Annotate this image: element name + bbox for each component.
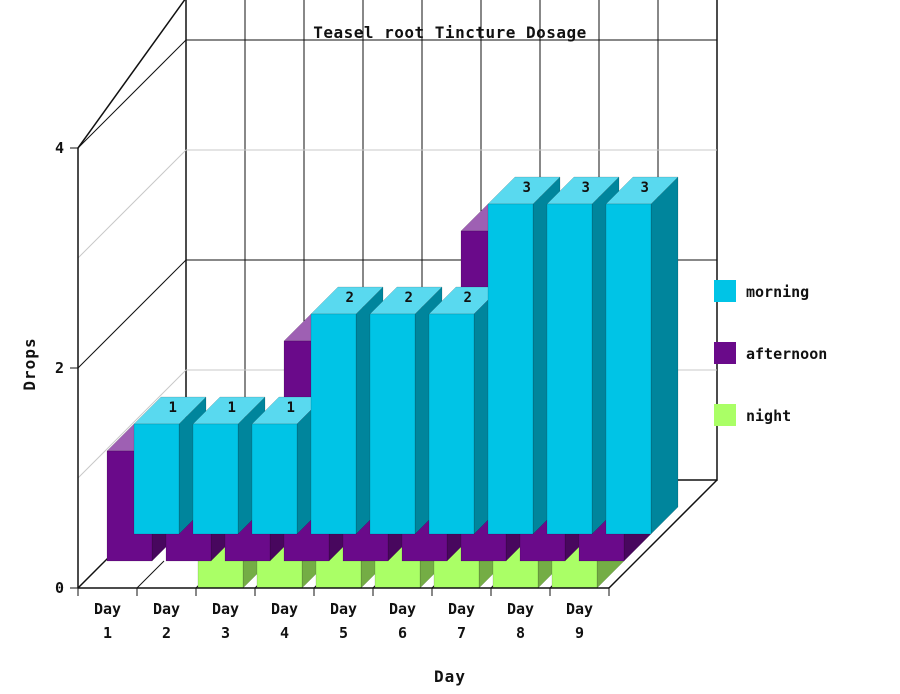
x-tick-label: 1: [103, 624, 112, 642]
chart-title: Teasel root Tincture Dosage: [313, 23, 587, 42]
x-tick-label: 9: [575, 624, 584, 642]
bar-front-morning: [369, 313, 416, 535]
legend-swatch-morning: [714, 280, 736, 302]
side-gridline: [77, 259, 187, 369]
data-label-morning: 2: [345, 290, 353, 306]
x-tick-label: Day: [271, 600, 298, 618]
x-tick-label: 4: [280, 624, 289, 642]
floor-divider: [136, 560, 165, 589]
data-label-morning: 2: [404, 290, 412, 306]
x-tick-label: Day: [389, 600, 416, 618]
bar-front-morning: [487, 203, 534, 535]
y-tick-label: 2: [55, 359, 64, 377]
x-tick-label: 2: [162, 624, 171, 642]
bar-front-morning: [192, 423, 239, 535]
bar-front-morning: [251, 423, 298, 535]
x-tick-label: Day: [507, 600, 534, 618]
side-top-edge: [77, 0, 186, 149]
x-tick-label: Day: [212, 600, 239, 618]
bar-side-morning: [650, 176, 679, 535]
bar-front-morning: [605, 203, 652, 535]
floor-right-edge: [608, 479, 718, 589]
x-tick-label: Day: [566, 600, 593, 618]
data-label-morning: 1: [227, 400, 235, 416]
x-tick-label: 7: [457, 624, 466, 642]
data-label-morning: 2: [463, 290, 471, 306]
x-tick-label: 6: [398, 624, 407, 642]
bar-front-morning: [133, 423, 180, 535]
x-tick-label: 3: [221, 624, 230, 642]
side-gridline: [77, 39, 187, 149]
bar-front-morning: [546, 203, 593, 535]
bar-morning: 3: [605, 176, 679, 535]
x-tick-label: Day: [448, 600, 475, 618]
x-tick-label: Day: [153, 600, 180, 618]
bar-front-morning: [428, 313, 475, 535]
legend: morning afternoon night: [714, 280, 827, 426]
x-tick-label: Day: [330, 600, 357, 618]
bar-front-morning: [310, 313, 357, 535]
side-gridline: [77, 149, 187, 259]
data-label-morning: 3: [581, 180, 589, 196]
x-tick-label: 5: [339, 624, 348, 642]
x-tick-label: 8: [516, 624, 525, 642]
legend-swatch-afternoon: [714, 342, 736, 364]
x-axis-title: Day: [434, 667, 466, 686]
y-tick-label: 4: [55, 139, 64, 157]
data-label-morning: 1: [168, 400, 176, 416]
data-label-morning: 3: [640, 180, 648, 196]
legend-label-morning: morning: [746, 283, 809, 301]
legend-label-night: night: [746, 407, 791, 425]
chart-bars: 1112223111222333111222333: [106, 176, 679, 589]
chart-axes: Day 1 Day 2 Day 3 Day 4 Day 5 Day 6 Day 7 Day 8 Day 9 0 2 4: [55, 139, 610, 642]
side-gridline: [77, 369, 187, 479]
legend-label-afternoon: afternoon: [746, 345, 827, 363]
x-tick-label: Day: [94, 600, 121, 618]
y-axis-title: Drops: [20, 337, 39, 390]
legend-swatch-night: [714, 404, 736, 426]
data-label-morning: 1: [286, 400, 294, 416]
data-label-morning: 3: [522, 180, 530, 196]
y-tick-label: 0: [55, 579, 64, 597]
